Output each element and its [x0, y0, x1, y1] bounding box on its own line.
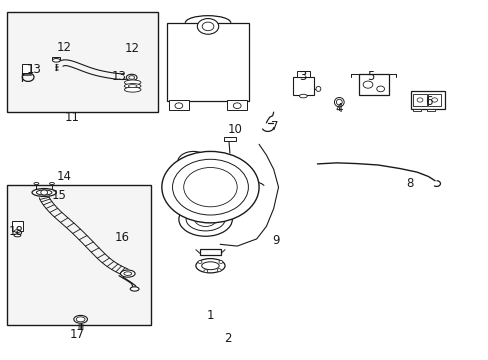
Ellipse shape	[52, 59, 60, 62]
Circle shape	[431, 98, 437, 102]
Circle shape	[219, 261, 223, 264]
Ellipse shape	[123, 272, 131, 275]
Text: 1: 1	[206, 309, 214, 322]
Text: 11: 11	[64, 111, 79, 124]
Bar	[7, 185, 150, 325]
Ellipse shape	[32, 189, 56, 197]
Ellipse shape	[201, 262, 219, 270]
Circle shape	[183, 167, 237, 207]
Bar	[12, 221, 23, 231]
Circle shape	[233, 103, 241, 109]
Circle shape	[376, 86, 384, 92]
Ellipse shape	[34, 183, 39, 185]
Bar	[358, 74, 388, 95]
Ellipse shape	[14, 234, 21, 237]
Ellipse shape	[315, 86, 320, 91]
Ellipse shape	[15, 230, 20, 233]
Bar	[426, 109, 434, 111]
Ellipse shape	[120, 270, 135, 277]
Text: 4: 4	[335, 102, 343, 115]
Circle shape	[416, 98, 422, 102]
Ellipse shape	[49, 183, 54, 185]
Text: 12: 12	[124, 42, 139, 55]
Text: 6: 6	[425, 95, 432, 108]
Text: 15: 15	[51, 189, 66, 202]
Bar	[410, 91, 444, 109]
Circle shape	[197, 18, 218, 34]
Bar	[169, 100, 188, 111]
Bar	[200, 249, 221, 255]
Bar	[227, 100, 246, 111]
Text: 17: 17	[69, 328, 84, 341]
Text: 8: 8	[406, 177, 413, 190]
Ellipse shape	[124, 80, 141, 85]
Circle shape	[203, 270, 207, 273]
Ellipse shape	[124, 84, 141, 89]
Text: 14: 14	[57, 170, 72, 183]
Circle shape	[175, 103, 183, 109]
Ellipse shape	[299, 94, 306, 98]
Circle shape	[202, 22, 213, 31]
Ellipse shape	[336, 99, 342, 105]
Text: 13: 13	[27, 63, 42, 76]
Text: 3: 3	[299, 70, 306, 83]
Text: 10: 10	[227, 123, 242, 136]
Ellipse shape	[76, 317, 85, 322]
Circle shape	[172, 159, 248, 215]
Circle shape	[217, 269, 221, 271]
Circle shape	[162, 152, 259, 223]
Bar	[7, 12, 158, 112]
Bar	[166, 23, 249, 102]
Ellipse shape	[196, 258, 224, 273]
Bar	[296, 71, 309, 77]
Ellipse shape	[130, 287, 139, 291]
Circle shape	[41, 190, 47, 195]
Text: 7: 7	[271, 120, 278, 133]
Bar	[22, 64, 30, 73]
Text: 16: 16	[114, 231, 129, 244]
Bar	[224, 137, 235, 141]
Ellipse shape	[36, 190, 52, 195]
Bar	[412, 109, 420, 111]
Text: 2: 2	[224, 333, 231, 346]
Ellipse shape	[74, 315, 87, 323]
Ellipse shape	[124, 87, 141, 92]
Ellipse shape	[126, 74, 137, 81]
Ellipse shape	[128, 85, 137, 87]
Circle shape	[363, 81, 372, 88]
Text: 9: 9	[272, 234, 279, 247]
Bar	[412, 94, 426, 107]
Bar	[427, 94, 441, 107]
Bar	[52, 57, 60, 60]
Ellipse shape	[128, 76, 134, 79]
Text: 5: 5	[366, 70, 374, 83]
Bar	[292, 77, 313, 95]
Text: 18: 18	[8, 225, 23, 238]
Circle shape	[198, 261, 202, 264]
Ellipse shape	[334, 98, 344, 107]
Text: 12: 12	[57, 41, 72, 54]
Text: 13: 13	[112, 70, 127, 83]
